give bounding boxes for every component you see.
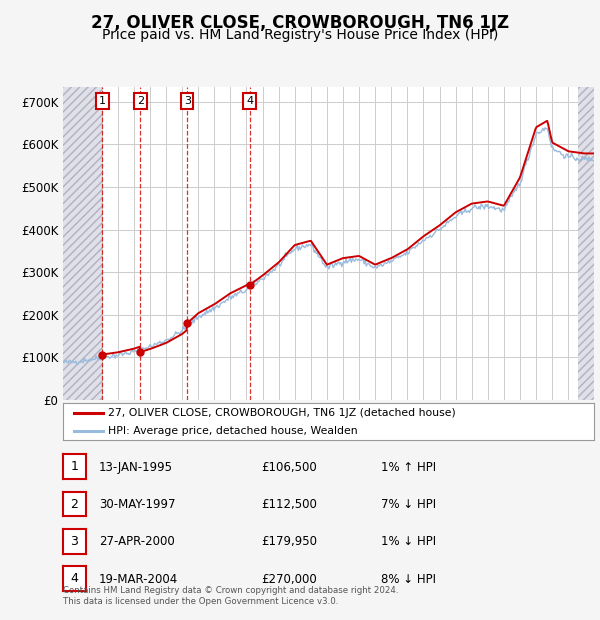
Text: £106,500: £106,500 bbox=[261, 461, 317, 474]
Text: This data is licensed under the Open Government Licence v3.0.: This data is licensed under the Open Gov… bbox=[63, 597, 338, 606]
Text: Contains HM Land Registry data © Crown copyright and database right 2024.: Contains HM Land Registry data © Crown c… bbox=[63, 586, 398, 595]
Text: 2: 2 bbox=[70, 498, 79, 510]
Text: 3: 3 bbox=[184, 96, 191, 106]
Text: 7% ↓ HPI: 7% ↓ HPI bbox=[381, 498, 436, 511]
Text: 1% ↑ HPI: 1% ↑ HPI bbox=[381, 461, 436, 474]
Text: 2: 2 bbox=[137, 96, 144, 106]
Text: 4: 4 bbox=[70, 572, 79, 585]
Text: £179,950: £179,950 bbox=[261, 536, 317, 548]
Bar bbox=[578, 87, 594, 400]
Text: 13-JAN-1995: 13-JAN-1995 bbox=[99, 461, 173, 474]
Text: 1: 1 bbox=[99, 96, 106, 106]
Text: 1: 1 bbox=[70, 461, 79, 473]
Text: 1% ↓ HPI: 1% ↓ HPI bbox=[381, 536, 436, 548]
Text: 19-MAR-2004: 19-MAR-2004 bbox=[99, 573, 178, 585]
Text: 27, OLIVER CLOSE, CROWBOROUGH, TN6 1JZ (detached house): 27, OLIVER CLOSE, CROWBOROUGH, TN6 1JZ (… bbox=[108, 409, 456, 419]
Text: 3: 3 bbox=[70, 535, 79, 547]
Text: Price paid vs. HM Land Registry's House Price Index (HPI): Price paid vs. HM Land Registry's House … bbox=[102, 28, 498, 42]
Text: 27, OLIVER CLOSE, CROWBOROUGH, TN6 1JZ: 27, OLIVER CLOSE, CROWBOROUGH, TN6 1JZ bbox=[91, 14, 509, 32]
Text: 4: 4 bbox=[246, 96, 253, 106]
Text: 27-APR-2000: 27-APR-2000 bbox=[99, 536, 175, 548]
Text: 8% ↓ HPI: 8% ↓ HPI bbox=[381, 573, 436, 585]
Text: £270,000: £270,000 bbox=[261, 573, 317, 585]
Text: HPI: Average price, detached house, Wealden: HPI: Average price, detached house, Weal… bbox=[108, 425, 358, 435]
Bar bbox=[63, 87, 102, 400]
Text: 30-MAY-1997: 30-MAY-1997 bbox=[99, 498, 176, 511]
Text: £112,500: £112,500 bbox=[261, 498, 317, 511]
